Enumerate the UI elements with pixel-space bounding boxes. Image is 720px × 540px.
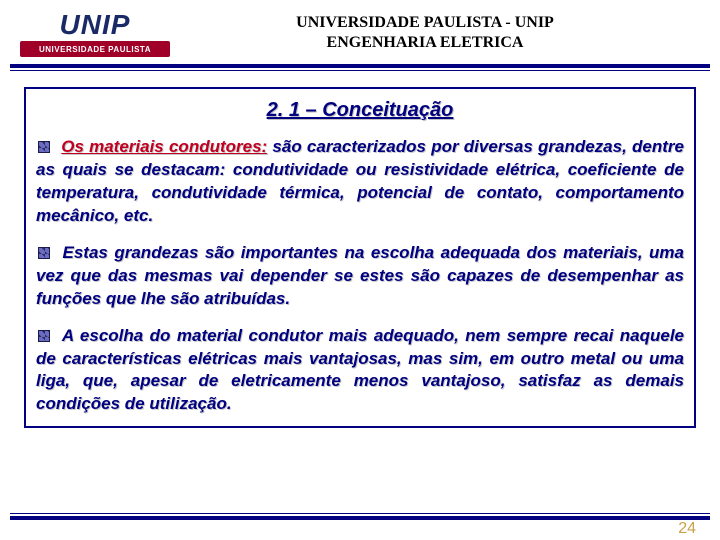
content-frame: 2. 1 – Conceituação Os materiais conduto…: [24, 87, 696, 428]
logo: UNIP UNIVERSIDADE PAULISTA: [20, 6, 170, 60]
top-rule-thin: [10, 70, 710, 71]
bullet-icon: [38, 330, 50, 342]
header-titles: UNIVERSIDADE PAULISTA - UNIP ENGENHARIA …: [210, 13, 700, 53]
paragraph-3: A escolha do material condutor mais adeq…: [26, 321, 694, 427]
bottom-rule-thick: [10, 516, 710, 520]
header-line-2: ENGENHARIA ELETRICA: [210, 33, 640, 53]
paragraph-2-text: Estas grandezas são importantes na escol…: [36, 243, 684, 308]
page-number: 24: [678, 520, 696, 538]
paragraph-1-lead: Os materiais condutores:: [61, 137, 267, 156]
section-title: 2. 1 – Conceituação: [26, 89, 694, 132]
paragraph-3-text: A escolha do material condutor mais adeq…: [36, 326, 684, 414]
top-rule-thick: [10, 64, 710, 68]
bullet-icon: [38, 247, 50, 259]
bullet-icon: [38, 141, 50, 153]
header-line-1: UNIVERSIDADE PAULISTA - UNIP: [210, 13, 640, 33]
paragraph-2: Estas grandezas são importantes na escol…: [26, 238, 694, 321]
paragraph-1: Os materiais condutores: são caracteriza…: [26, 132, 694, 238]
slide-header: UNIP UNIVERSIDADE PAULISTA UNIVERSIDADE …: [0, 0, 720, 60]
bottom-rule-thin: [10, 513, 710, 514]
logo-sub-band: UNIVERSIDADE PAULISTA: [20, 41, 170, 57]
logo-main-text: UNIP: [60, 9, 131, 41]
